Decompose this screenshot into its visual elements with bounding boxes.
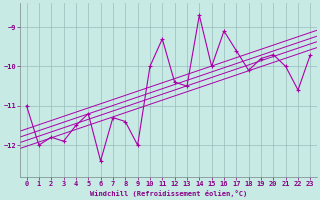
X-axis label: Windchill (Refroidissement éolien,°C): Windchill (Refroidissement éolien,°C): [90, 190, 247, 197]
